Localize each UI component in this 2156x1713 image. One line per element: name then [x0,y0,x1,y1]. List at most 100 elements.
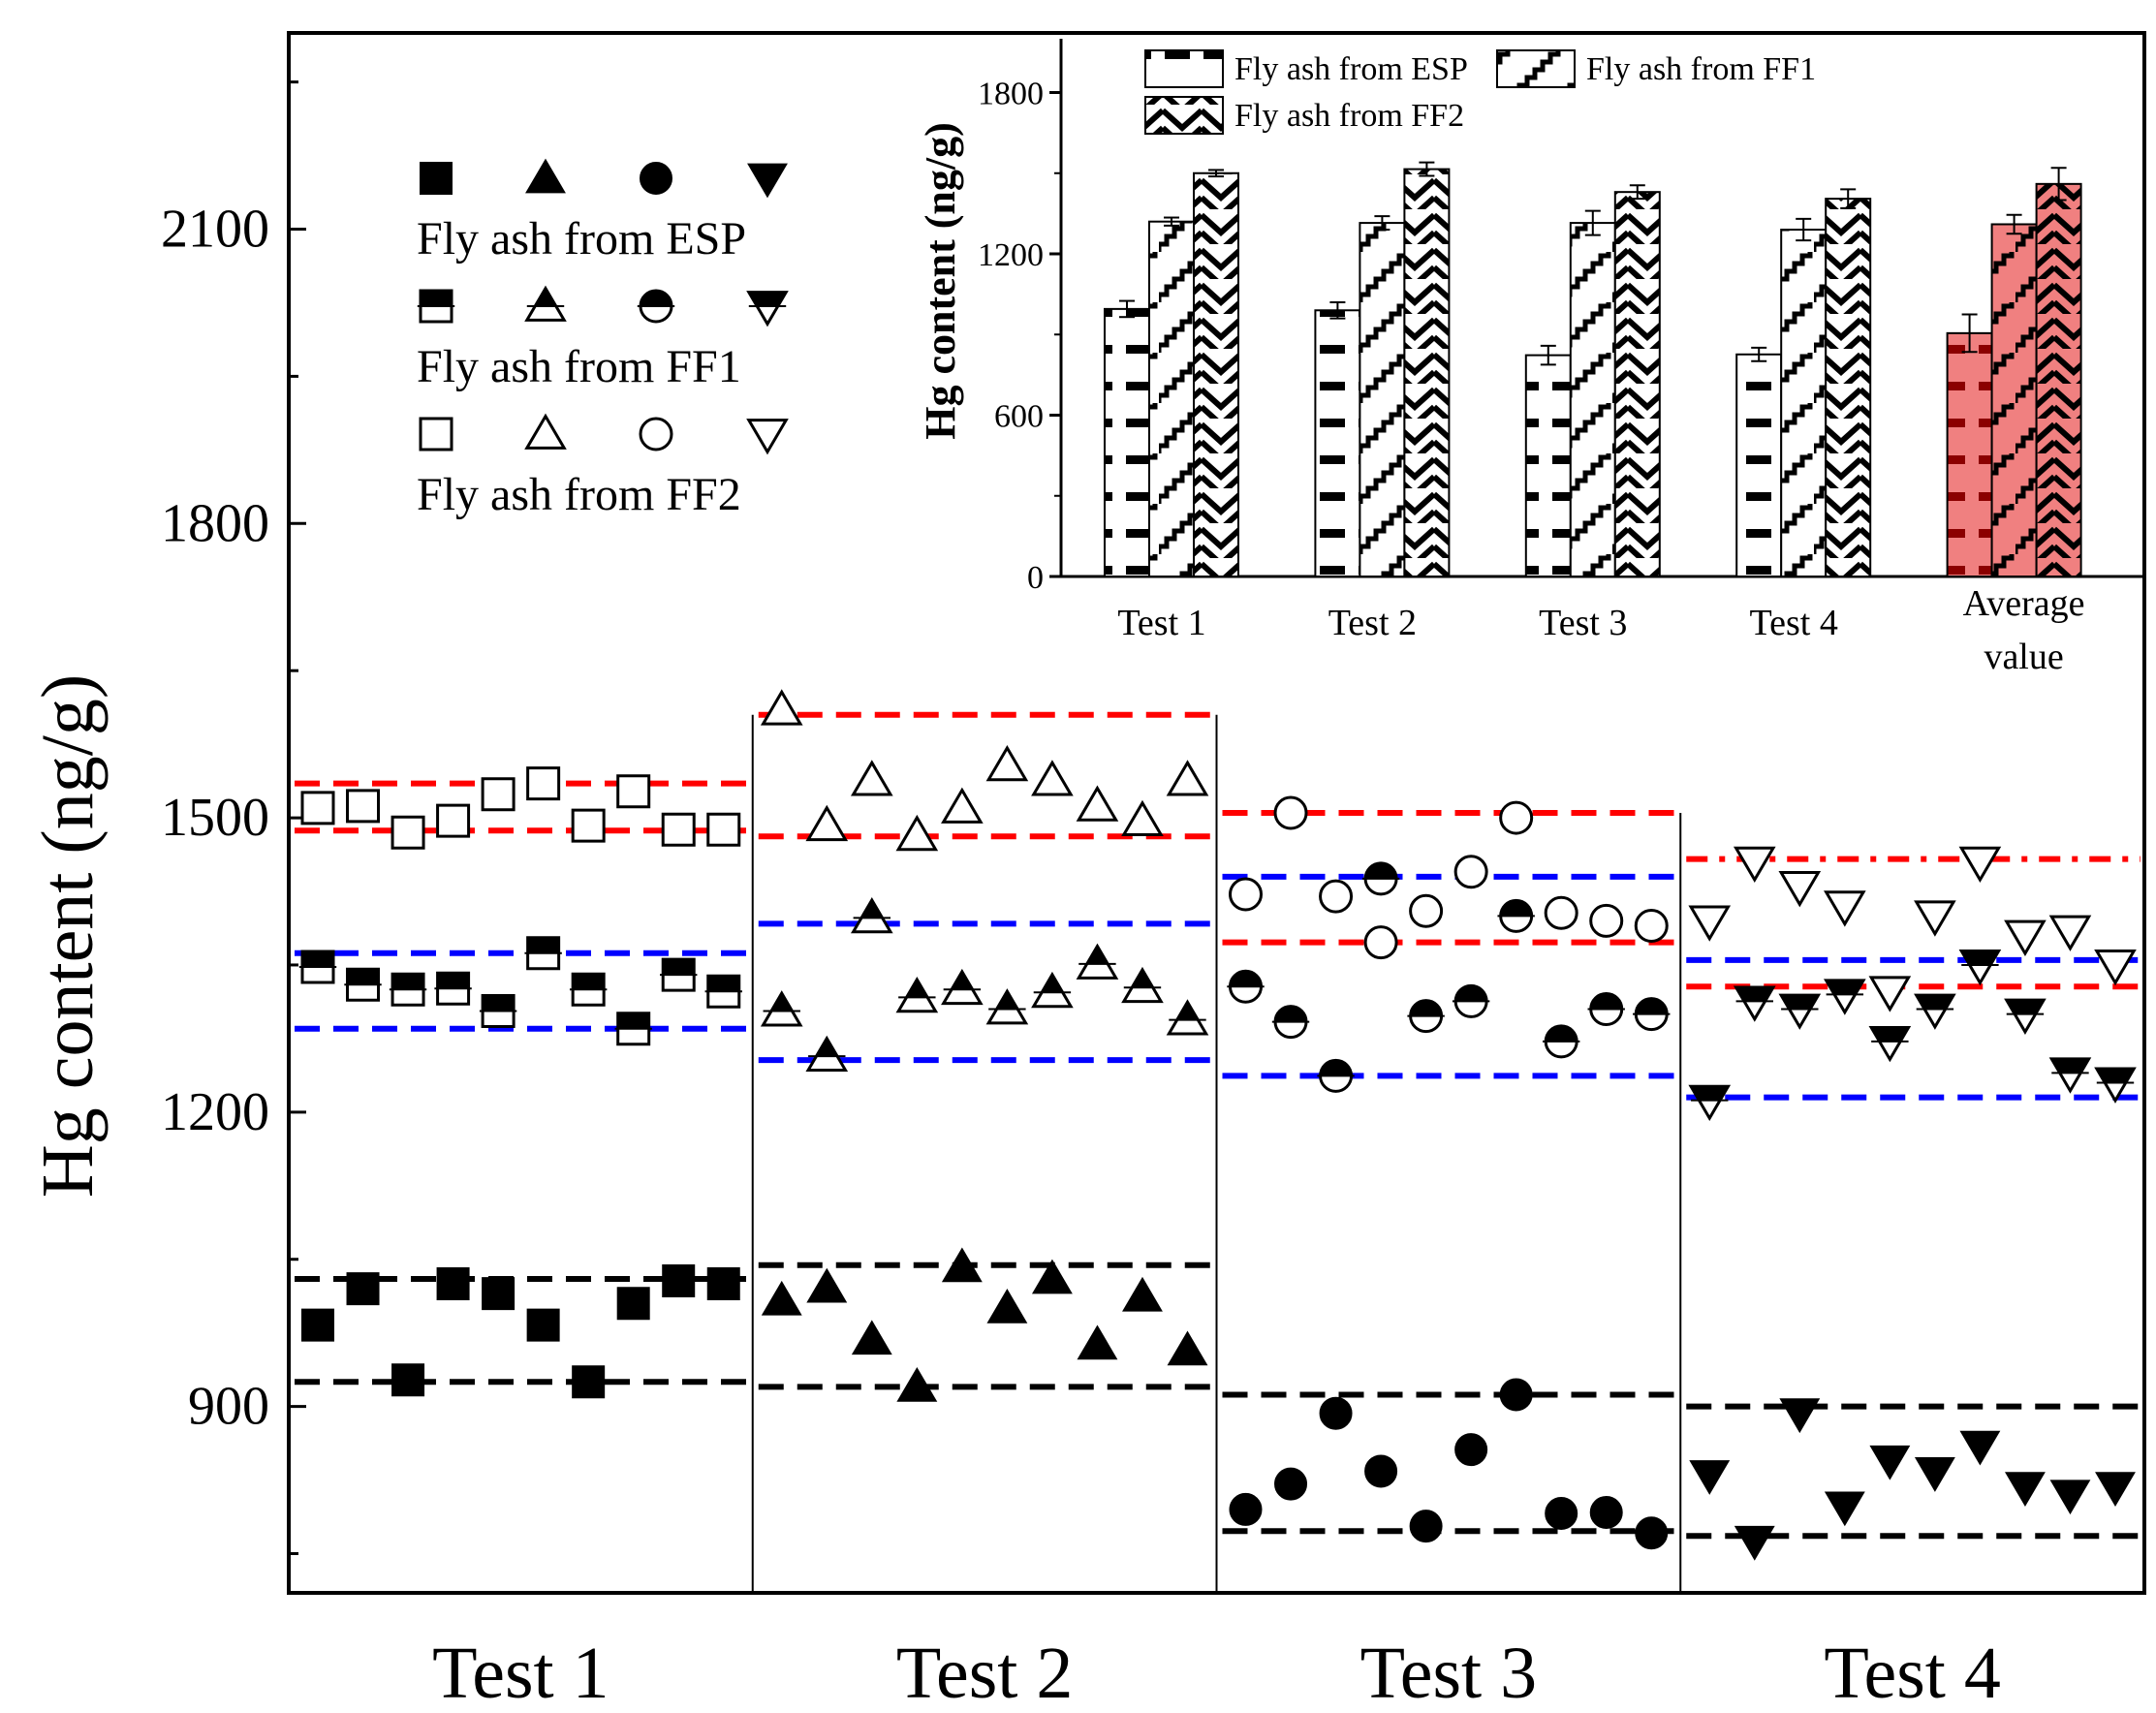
data-point [1542,1024,1580,1059]
data-point [1688,1084,1732,1122]
inset-y-tick-label: 1800 [978,77,1044,112]
data-point [1589,903,1624,938]
legend-marker [637,289,675,324]
data-point [1914,900,1956,937]
panel-test-4: Test 4 [1679,813,2140,1713]
inset-legend-entry: Fly ash from FF1 [1496,49,1816,88]
inset-error-bar [1961,313,1978,354]
data-point [1589,1495,1623,1529]
inset-error-bar [1208,169,1224,178]
data-point [346,1272,380,1306]
inset-y-tick-label: 0 [1027,560,1044,596]
legend-marker [420,162,453,195]
legend-marker [639,417,673,452]
inset-y-tick-label: 1200 [978,237,1044,273]
data-point [2004,998,2047,1035]
main-y-axis: 900 1200 1500 1800 2100 [161,80,306,1555]
panel-test-2: Test 2 [751,689,1213,1713]
data-point [1914,993,1956,1030]
inset-error-bar [1840,188,1857,209]
main-y-tick-label: 1200 [161,1082,269,1142]
data-point [1869,1445,1911,1480]
data-point [1958,846,2002,883]
data-point [2094,1067,2137,1104]
data-point [1868,976,1912,1012]
main-x-tick-label: Test 2 [896,1633,1074,1713]
data-point [434,971,472,1006]
data-point [1317,1058,1355,1093]
data-point [1031,760,1074,796]
data-point [389,972,427,1007]
data-point [479,994,517,1029]
data-point [571,808,606,843]
data-point [1499,1378,1533,1412]
inset-error-bar [1374,215,1390,232]
data-point [985,988,1029,1025]
data-point [1271,1005,1310,1040]
data-point [1319,1396,1353,1430]
legend-marker [417,289,455,324]
data-point [1733,985,1776,1022]
data-point [1635,1516,1669,1550]
main-legend: Fly ash from ESP Fly ash from FF1 Fly ash … [417,158,789,520]
data-point [805,1035,849,1073]
data-point [614,1012,652,1046]
data-point [2095,1472,2136,1508]
data-point [1778,993,1822,1030]
data-point [481,777,516,812]
inset-bar-chart: 0 600 1200 1800 Test 1 Test 2 Test 3 Test 4 Ave… [917,39,2143,677]
inset-legend: Fly ash from ESP Fly ash from FF1 Fly ash … [1144,49,1816,135]
inset-error-bar [1796,217,1812,242]
data-point [391,1363,425,1397]
inset-bar [1946,331,1993,577]
inset-x-tick-label: Test 1 [1117,603,1205,643]
data-point [1227,969,1265,1004]
data-point [1824,1491,1865,1527]
data-point [1545,1496,1578,1530]
data-point [896,1366,938,1402]
inset-error-bar [2050,167,2067,202]
data-point [1689,1460,1731,1495]
data-point [2004,1472,2046,1508]
main-x-tick-label: Test 3 [1360,1633,1538,1713]
data-point [985,745,1029,782]
data-point [1076,943,1119,980]
data-point [298,950,337,984]
inset-y-axis-ticks: 0 600 1200 1800 [978,77,1061,596]
inset-bar [1735,353,1783,577]
data-point [2094,950,2137,986]
data-point [1868,1026,1912,1063]
legend-marker [524,413,567,450]
data-point [482,1277,516,1311]
data-point [526,1308,560,1342]
data-point [1688,905,1732,942]
data-point [1273,795,1308,830]
data-point [2048,915,2092,951]
data-point [850,760,893,796]
data-point [1452,983,1490,1018]
inset-bars [1104,161,2082,578]
data-point [1734,1525,1775,1561]
inset-bar [1613,191,1661,578]
main-x-tick-label: Test 1 [432,1633,609,1713]
inset-error-bar [2006,213,2022,235]
inset-bar [1825,198,1872,578]
data-point [1407,999,1445,1034]
data-point [1779,1398,1821,1434]
inset-legend-entry: Fly ash from ESP [1144,49,1468,88]
data-point [300,791,335,825]
legend-marker [419,417,453,452]
legend-marker [747,163,788,199]
inset-x-tick-label: Test 3 [1539,603,1627,643]
legend-marker [525,158,566,194]
data-point [524,936,562,971]
data-point [1914,1457,1955,1492]
data-point [805,804,849,842]
data-point [941,968,984,1006]
inset-error-bar [1419,161,1435,177]
inset-x-tick-labels: Test 1 Test 2 Test 3 Test 4 Average value [1117,583,2084,677]
data-point [1121,799,1164,837]
inset-error-bar [1751,346,1767,362]
data-point [436,803,471,838]
